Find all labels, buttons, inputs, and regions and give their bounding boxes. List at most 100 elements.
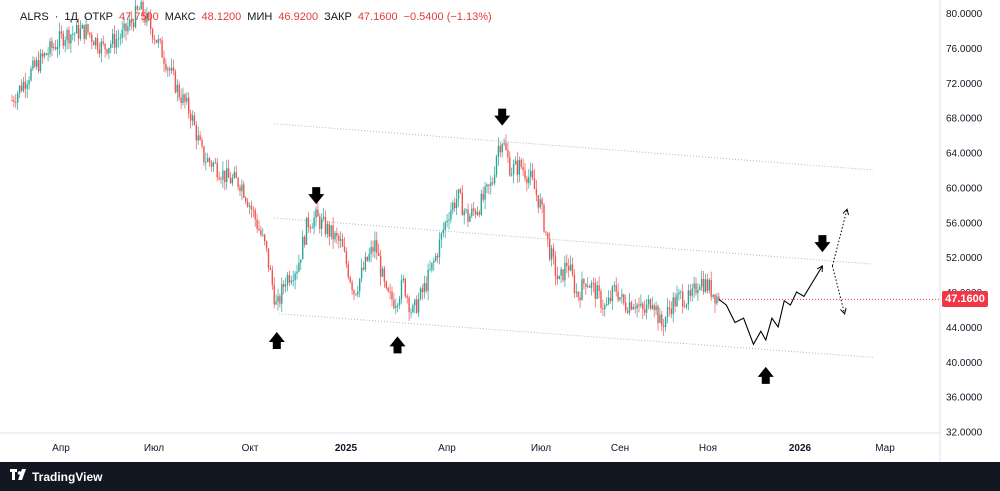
candle-body — [412, 305, 414, 313]
candle-body — [651, 305, 653, 309]
candle-body — [273, 284, 275, 305]
candle-body — [112, 33, 114, 45]
candle-body — [113, 33, 116, 48]
x-tick-label: Апр — [52, 443, 70, 454]
candle-body — [492, 182, 494, 184]
candle-body — [341, 239, 344, 247]
candle-body — [58, 31, 61, 47]
candle-body — [592, 282, 595, 284]
candle-body — [397, 304, 399, 307]
candle-body — [227, 168, 230, 178]
candle-body — [129, 19, 131, 27]
candle-body — [539, 199, 541, 208]
candle-body — [305, 217, 308, 245]
candle-body — [389, 291, 391, 293]
candle-body — [474, 210, 477, 215]
candle-body — [573, 274, 576, 293]
candle-body — [632, 306, 634, 310]
candle-body — [203, 146, 205, 163]
candle-body — [184, 94, 186, 102]
candle-body — [64, 40, 66, 46]
candle-body — [625, 302, 627, 311]
y-tick-label: 72.0000 — [946, 79, 983, 90]
arrow-down-icon — [494, 108, 511, 126]
candle-body — [100, 41, 102, 54]
candle-body — [385, 281, 387, 288]
candle-body — [607, 297, 610, 305]
candle-body — [83, 24, 85, 39]
candle-body — [647, 299, 650, 305]
candle-body — [256, 219, 258, 229]
candle-body — [26, 84, 28, 89]
x-tick-label: Мар — [875, 443, 895, 454]
candle-body — [51, 41, 53, 49]
candle-body — [501, 144, 503, 153]
candle-body — [98, 49, 101, 54]
candle-body — [334, 232, 336, 240]
candle-body — [680, 291, 682, 293]
candle-body — [452, 202, 454, 211]
candle-body — [163, 57, 165, 64]
candle-body — [617, 291, 619, 300]
candle-body — [714, 294, 716, 304]
candle-body — [376, 240, 378, 253]
candle-body — [41, 53, 44, 57]
candle-body — [682, 291, 684, 307]
candle-body — [421, 288, 424, 293]
candle-body — [467, 209, 469, 222]
interval-label[interactable]: 1Д — [64, 11, 78, 23]
candle-body — [395, 306, 397, 308]
candle-body — [661, 314, 663, 326]
projection-arrowhead — [816, 264, 823, 272]
candle-body — [17, 93, 19, 103]
candle-body — [514, 160, 517, 165]
symbol-label[interactable]: ALRS — [20, 11, 49, 23]
x-tick-label: Ноя — [699, 443, 717, 454]
candle-body — [172, 67, 175, 72]
candle-body — [319, 216, 321, 229]
candle-body — [520, 160, 522, 168]
candle-body — [438, 239, 441, 258]
candle-body — [364, 256, 367, 270]
candle-body — [623, 294, 625, 303]
candle-body — [321, 218, 323, 229]
candle-body — [516, 160, 519, 175]
candle-body — [383, 268, 386, 282]
candle-body — [37, 60, 40, 72]
tradingview-logo-icon — [10, 469, 28, 484]
candle-body — [435, 255, 437, 261]
candle-body — [541, 199, 543, 205]
candle-body — [653, 305, 655, 311]
candle-body — [161, 40, 163, 58]
candle-body — [328, 224, 330, 237]
candle-body — [292, 280, 294, 282]
candle-body — [685, 304, 688, 307]
candle-body — [53, 47, 55, 49]
candle-body — [106, 49, 108, 54]
candle-body — [710, 279, 712, 297]
candle-body — [530, 170, 532, 177]
candle-body — [416, 299, 418, 313]
candle-body — [218, 177, 220, 180]
candle-body — [11, 100, 13, 102]
candle-body — [408, 297, 410, 313]
candle-body — [602, 308, 604, 310]
branch-arrowhead — [840, 307, 847, 315]
candle-body — [311, 227, 313, 229]
candle-body — [461, 192, 463, 216]
y-tick-label: 76.0000 — [946, 44, 983, 55]
candle-body — [469, 215, 471, 222]
candle-body — [687, 290, 690, 305]
price-chart[interactable]: 80.0000 76.0000 72.0000 68.0000 64.0000 60.00… — [0, 0, 1000, 462]
brand[interactable]: TradingView — [10, 469, 102, 484]
candle-body — [296, 271, 298, 274]
candle-body — [186, 97, 188, 102]
candle-body — [226, 168, 228, 183]
candle-body — [85, 24, 87, 39]
x-tick-label: 2025 — [335, 443, 358, 454]
x-tick-label: 2026 — [789, 443, 812, 454]
x-tick-label: Окт — [242, 443, 259, 454]
candle-body — [125, 23, 127, 32]
projection-path — [718, 265, 823, 346]
candle-body — [176, 84, 178, 93]
